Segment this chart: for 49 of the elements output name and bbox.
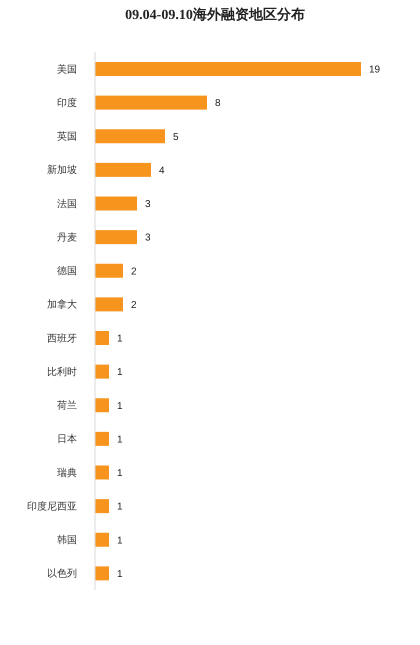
data-label: 1 [117,334,123,345]
data-label: 19 [369,64,381,76]
bar [95,297,123,312]
y-tick-label: 比利时 [47,366,77,378]
bar [95,398,109,412]
bar [95,129,165,144]
data-label: 5 [173,132,179,143]
bar [95,532,109,547]
data-label: 4 [159,165,165,176]
y-tick-label: 以色列 [47,568,77,580]
data-label: 8 [215,98,221,110]
data-label: 1 [117,568,123,580]
y-tick-label: 加拿大 [47,298,77,311]
y-tick-label: 韩国 [57,534,77,546]
y-tick-label: 丹麦 [57,231,77,244]
y-tick-label: 法国 [57,198,77,210]
data-label: 2 [131,266,137,278]
data-label: 1 [117,434,123,446]
y-tick-label: 新加坡 [47,164,77,176]
bar [95,96,207,110]
bar [95,499,109,514]
data-label: 1 [117,367,123,378]
bar [95,432,109,446]
data-label: 1 [117,535,123,546]
y-tick-label: 美国 [57,63,77,76]
y-tick-label: 荷兰 [57,400,77,412]
y-tick-label: 瑞典 [57,466,77,479]
bar [95,230,137,244]
y-tick-label: 英国 [57,130,77,143]
data-label: 1 [117,468,123,480]
y-tick-label: 印度尼西亚 [27,500,77,512]
data-label: 3 [145,199,151,210]
bar [95,331,109,345]
data-label: 1 [117,502,123,513]
data-label: 3 [145,232,151,244]
y-tick-label: 西班牙 [47,332,77,344]
data-label: 1 [117,400,123,412]
y-tick-label: 日本 [57,433,77,446]
y-tick-label: 德国 [57,266,77,278]
bar [95,162,151,177]
bar [95,196,137,210]
bar [95,364,109,379]
y-tick-label: 印度 [57,96,77,109]
bar [95,62,361,76]
data-label: 2 [131,300,137,311]
bar [95,466,109,480]
bar [95,264,123,278]
chart-title: 09.04-09.10海外融资地区分布 [124,8,306,25]
bar [95,566,109,580]
